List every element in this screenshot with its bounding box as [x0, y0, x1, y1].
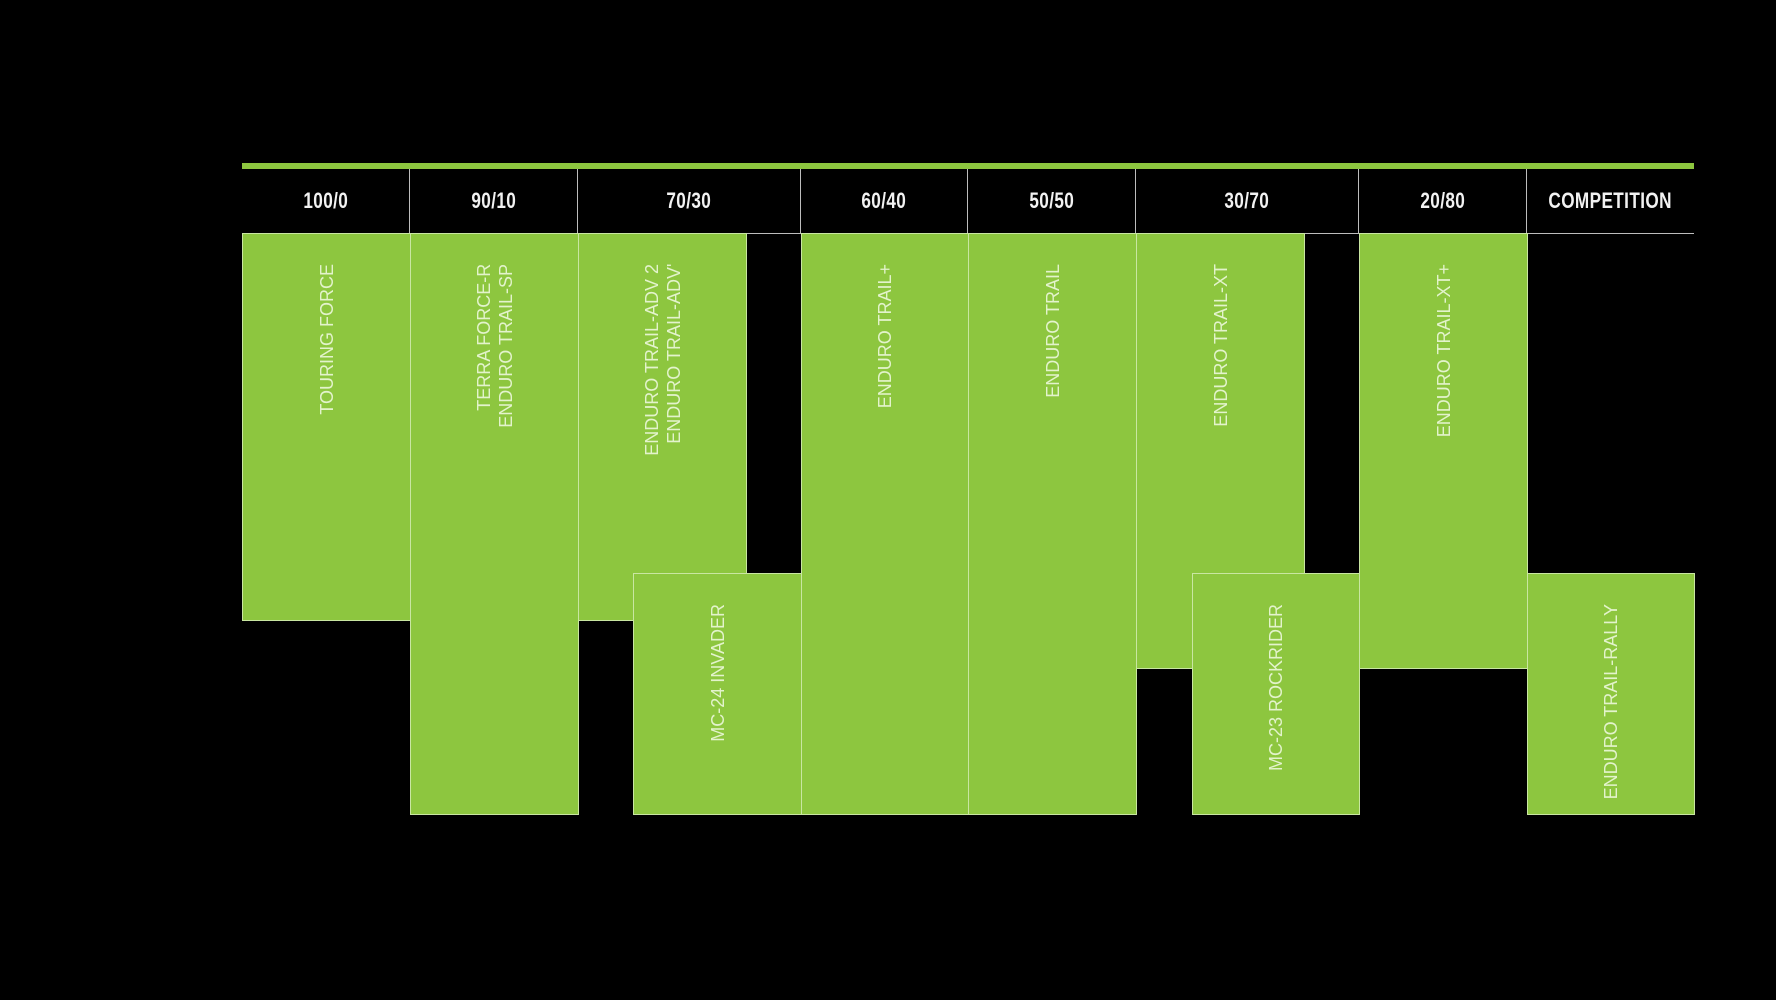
tyre-label: ENDURO TRAIL+	[875, 264, 895, 409]
header-label: COMPETITION	[1548, 188, 1673, 213]
header-label: 50/50	[1029, 188, 1074, 213]
tyre-label: MC-23 ROCKRIDER	[1266, 604, 1286, 772]
block-enduro-trail-adv: ENDURO TRAIL-ADV 2 ENDURO TRAIL-ADV'	[578, 233, 747, 621]
tyre-label: ENDURO TRAIL-ADV 2 ENDURO TRAIL-ADV'	[641, 264, 684, 456]
header-50-50: 50/50	[968, 169, 1136, 233]
block-mc-24-invader: MC-24 INVADER	[633, 573, 802, 815]
block-enduro-trail-plus: ENDURO TRAIL+	[801, 233, 969, 815]
block-enduro-trail: ENDURO TRAIL	[968, 233, 1137, 815]
header-60-40: 60/40	[801, 169, 968, 233]
header-90-10: 90/10	[410, 169, 578, 233]
tyre-label: ENDURO TRAIL-RALLY	[1601, 604, 1621, 800]
tyre-label: MC-24 INVADER	[707, 604, 728, 742]
header-label: 90/10	[471, 188, 516, 213]
header-20-80: 20/80	[1359, 169, 1527, 233]
header-70-30: 70/30	[578, 169, 801, 233]
tyre-label: TOURING FORCE	[316, 264, 337, 415]
block-enduro-trail-rally: ENDURO TRAIL-RALLY	[1527, 573, 1695, 815]
block-terra-force: TERRA FORCE-R ENDURO TRAIL-SP	[410, 233, 579, 815]
header-label: 70/30	[666, 188, 712, 213]
top-accent-bar	[242, 163, 1694, 169]
tyre-label: TERRA FORCE-R ENDURO TRAIL-SP	[473, 264, 516, 428]
tyre-label: ENDURO TRAIL-XT	[1210, 264, 1231, 427]
block-enduro-trail-xt-plus: ENDURO TRAIL-XT+	[1359, 233, 1528, 669]
header-label: 20/80	[1420, 188, 1465, 213]
header-label: 30/70	[1224, 188, 1270, 213]
header-label: 100/0	[303, 188, 348, 213]
tyre-label: ENDURO TRAIL-XT+	[1433, 264, 1454, 438]
header-competition: COMPETITION	[1527, 169, 1694, 233]
block-mc-23-rockrider: MC-23 ROCKRIDER	[1192, 573, 1360, 815]
header-30-70: 30/70	[1136, 169, 1359, 233]
header-100-0: 100/0	[242, 169, 410, 233]
block-touring-force: TOURING FORCE	[242, 233, 411, 621]
header-label: 60/40	[861, 188, 907, 213]
tyre-label: ENDURO TRAIL	[1042, 264, 1063, 398]
